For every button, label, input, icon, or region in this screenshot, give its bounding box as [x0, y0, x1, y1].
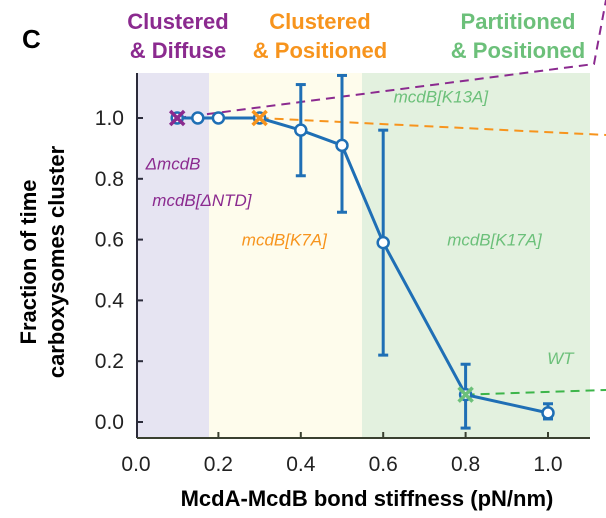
data-series [170, 73, 555, 430]
axes: 0.0 0.2 0.4 0.6 0.8 1.0 0.0 0.2 0.4 0.6 0.8 1.0 McdA… [16, 73, 590, 511]
y-tick-label: 0.8 [95, 168, 124, 191]
y-tick-label: 1.0 [95, 107, 124, 130]
marker-stroke [251, 109, 268, 127]
orange-guide-line [259, 117, 606, 136]
green-guide-line [465, 389, 606, 396]
marker-stroke [168, 109, 186, 127]
region-title-1-line-2: & Diffuse [130, 38, 227, 63]
x-tick-label: 0.8 [451, 453, 480, 476]
purple-guide-line [177, 0, 606, 119]
y-tick-label: 0.6 [95, 229, 124, 252]
annotation-2: mcdB[ΔNTD] [152, 191, 253, 210]
data-point [376, 235, 390, 250]
data-point [335, 138, 349, 153]
annotation-4: mcdB[K13A] [394, 88, 490, 107]
y-tick-label: 0.0 [95, 411, 124, 434]
region-title-3-line-1: Partitioned [461, 9, 576, 34]
panel-label: C [22, 24, 41, 54]
y-axis-title-line-2: carboxysomes cluster [44, 145, 69, 378]
region-title-1-line-1: Clustered [127, 9, 228, 34]
region-title-2-line-2: & Positioned [253, 38, 387, 63]
annotation-5: mcdB[K17A] [447, 231, 543, 250]
x-tick-label: 0.4 [286, 453, 316, 476]
x-axis-title: McdA-McdB bond stiffness (pN/nm) [181, 486, 554, 511]
mutant-markers [168, 109, 474, 403]
mutant-marker-2 [251, 109, 268, 127]
y-axis-title-line-1: Fraction of time [16, 179, 41, 344]
data-point [211, 111, 226, 125]
y-tick-label: 0.2 [95, 350, 124, 373]
x-tick-label: 1.0 [533, 453, 562, 476]
data-point [191, 111, 205, 125]
data-point [541, 406, 555, 420]
region-2 [209, 73, 362, 438]
annotation-3: mcdB[K7A] [242, 231, 328, 250]
mutant-guide-lines [177, 0, 606, 396]
text-labels: Clustered & Diffuse Clustered & Positioned P… [22, 9, 585, 368]
background-regions [137, 73, 590, 438]
region-3 [362, 73, 590, 438]
region-title-2-line-1: Clustered [269, 9, 370, 34]
region-1 [137, 73, 209, 438]
y-tick-label: 0.4 [95, 289, 125, 312]
annotation-6: WT [547, 349, 575, 368]
mutant-marker-3 [457, 386, 474, 403]
mutant-marker-1 [168, 109, 186, 127]
x-tick-label: 0.0 [121, 453, 150, 476]
annotation-1: ΔmcdB [145, 155, 201, 174]
marker-stroke [457, 386, 474, 403]
x-tick-label: 0.6 [369, 453, 398, 476]
x-tick-label: 0.2 [204, 453, 233, 476]
data-point [294, 123, 308, 137]
region-title-3-line-2: & Positioned [451, 38, 585, 63]
